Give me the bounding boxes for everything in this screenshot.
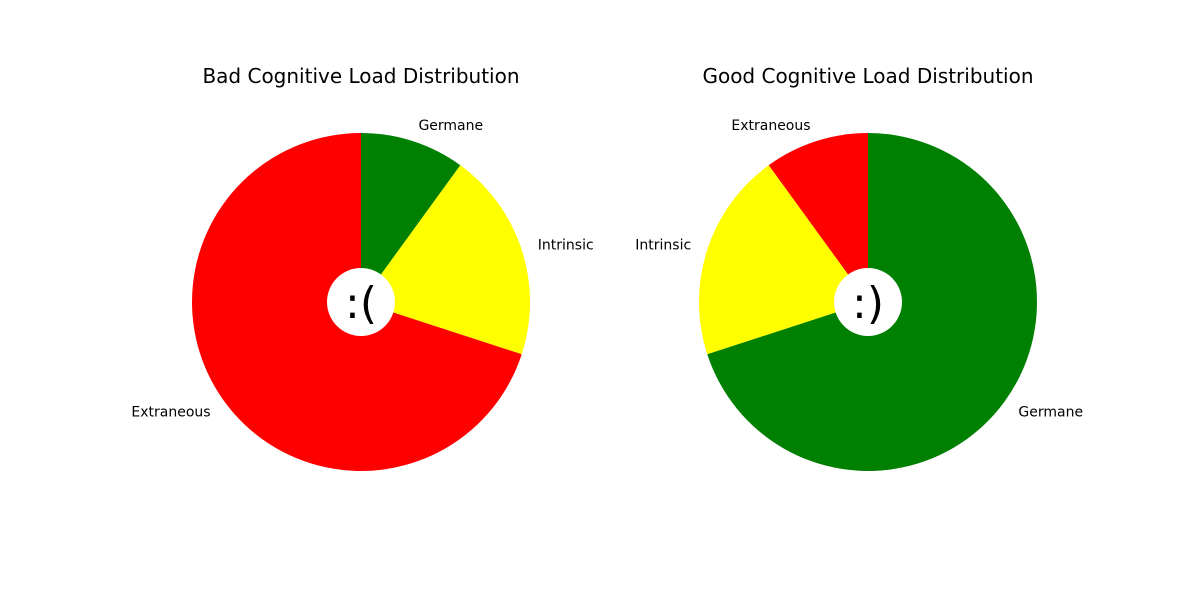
good-load-pie-chart: Good Cognitive Load Distribution Extrane…	[635, 64, 1083, 472]
bad-label-intrinsic: Intrinsic	[538, 238, 594, 254]
good-slice-extraneous	[768, 133, 868, 302]
good-label-intrinsic: Intrinsic	[635, 238, 691, 254]
good-chart-title: Good Cognitive Load Distribution	[702, 64, 1033, 88]
bad-slice-germane	[361, 133, 461, 302]
bad-label-germane: Germane	[418, 118, 483, 134]
sad-face-text: :(	[345, 278, 377, 329]
bad-label-extraneous: Extraneous	[131, 404, 210, 420]
bad-chart-labels: Germane Intrinsic Extraneous	[131, 118, 593, 420]
good-label-germane: Germane	[1018, 404, 1083, 420]
bad-load-pie-chart: Bad Cognitive Load Distribution Germane I…	[131, 64, 594, 472]
good-slice-intrinsic	[698, 165, 868, 355]
good-chart-labels: Extraneous Intrinsic Germane	[635, 118, 1083, 420]
bad-chart-center-circle	[327, 268, 395, 336]
bad-slice-intrinsic	[361, 165, 531, 355]
good-label-extraneous: Extraneous	[731, 118, 810, 134]
good-chart-center-circle	[834, 268, 902, 336]
bad-chart-title: Bad Cognitive Load Distribution	[202, 64, 519, 88]
happy-face-text: :)	[852, 278, 884, 329]
